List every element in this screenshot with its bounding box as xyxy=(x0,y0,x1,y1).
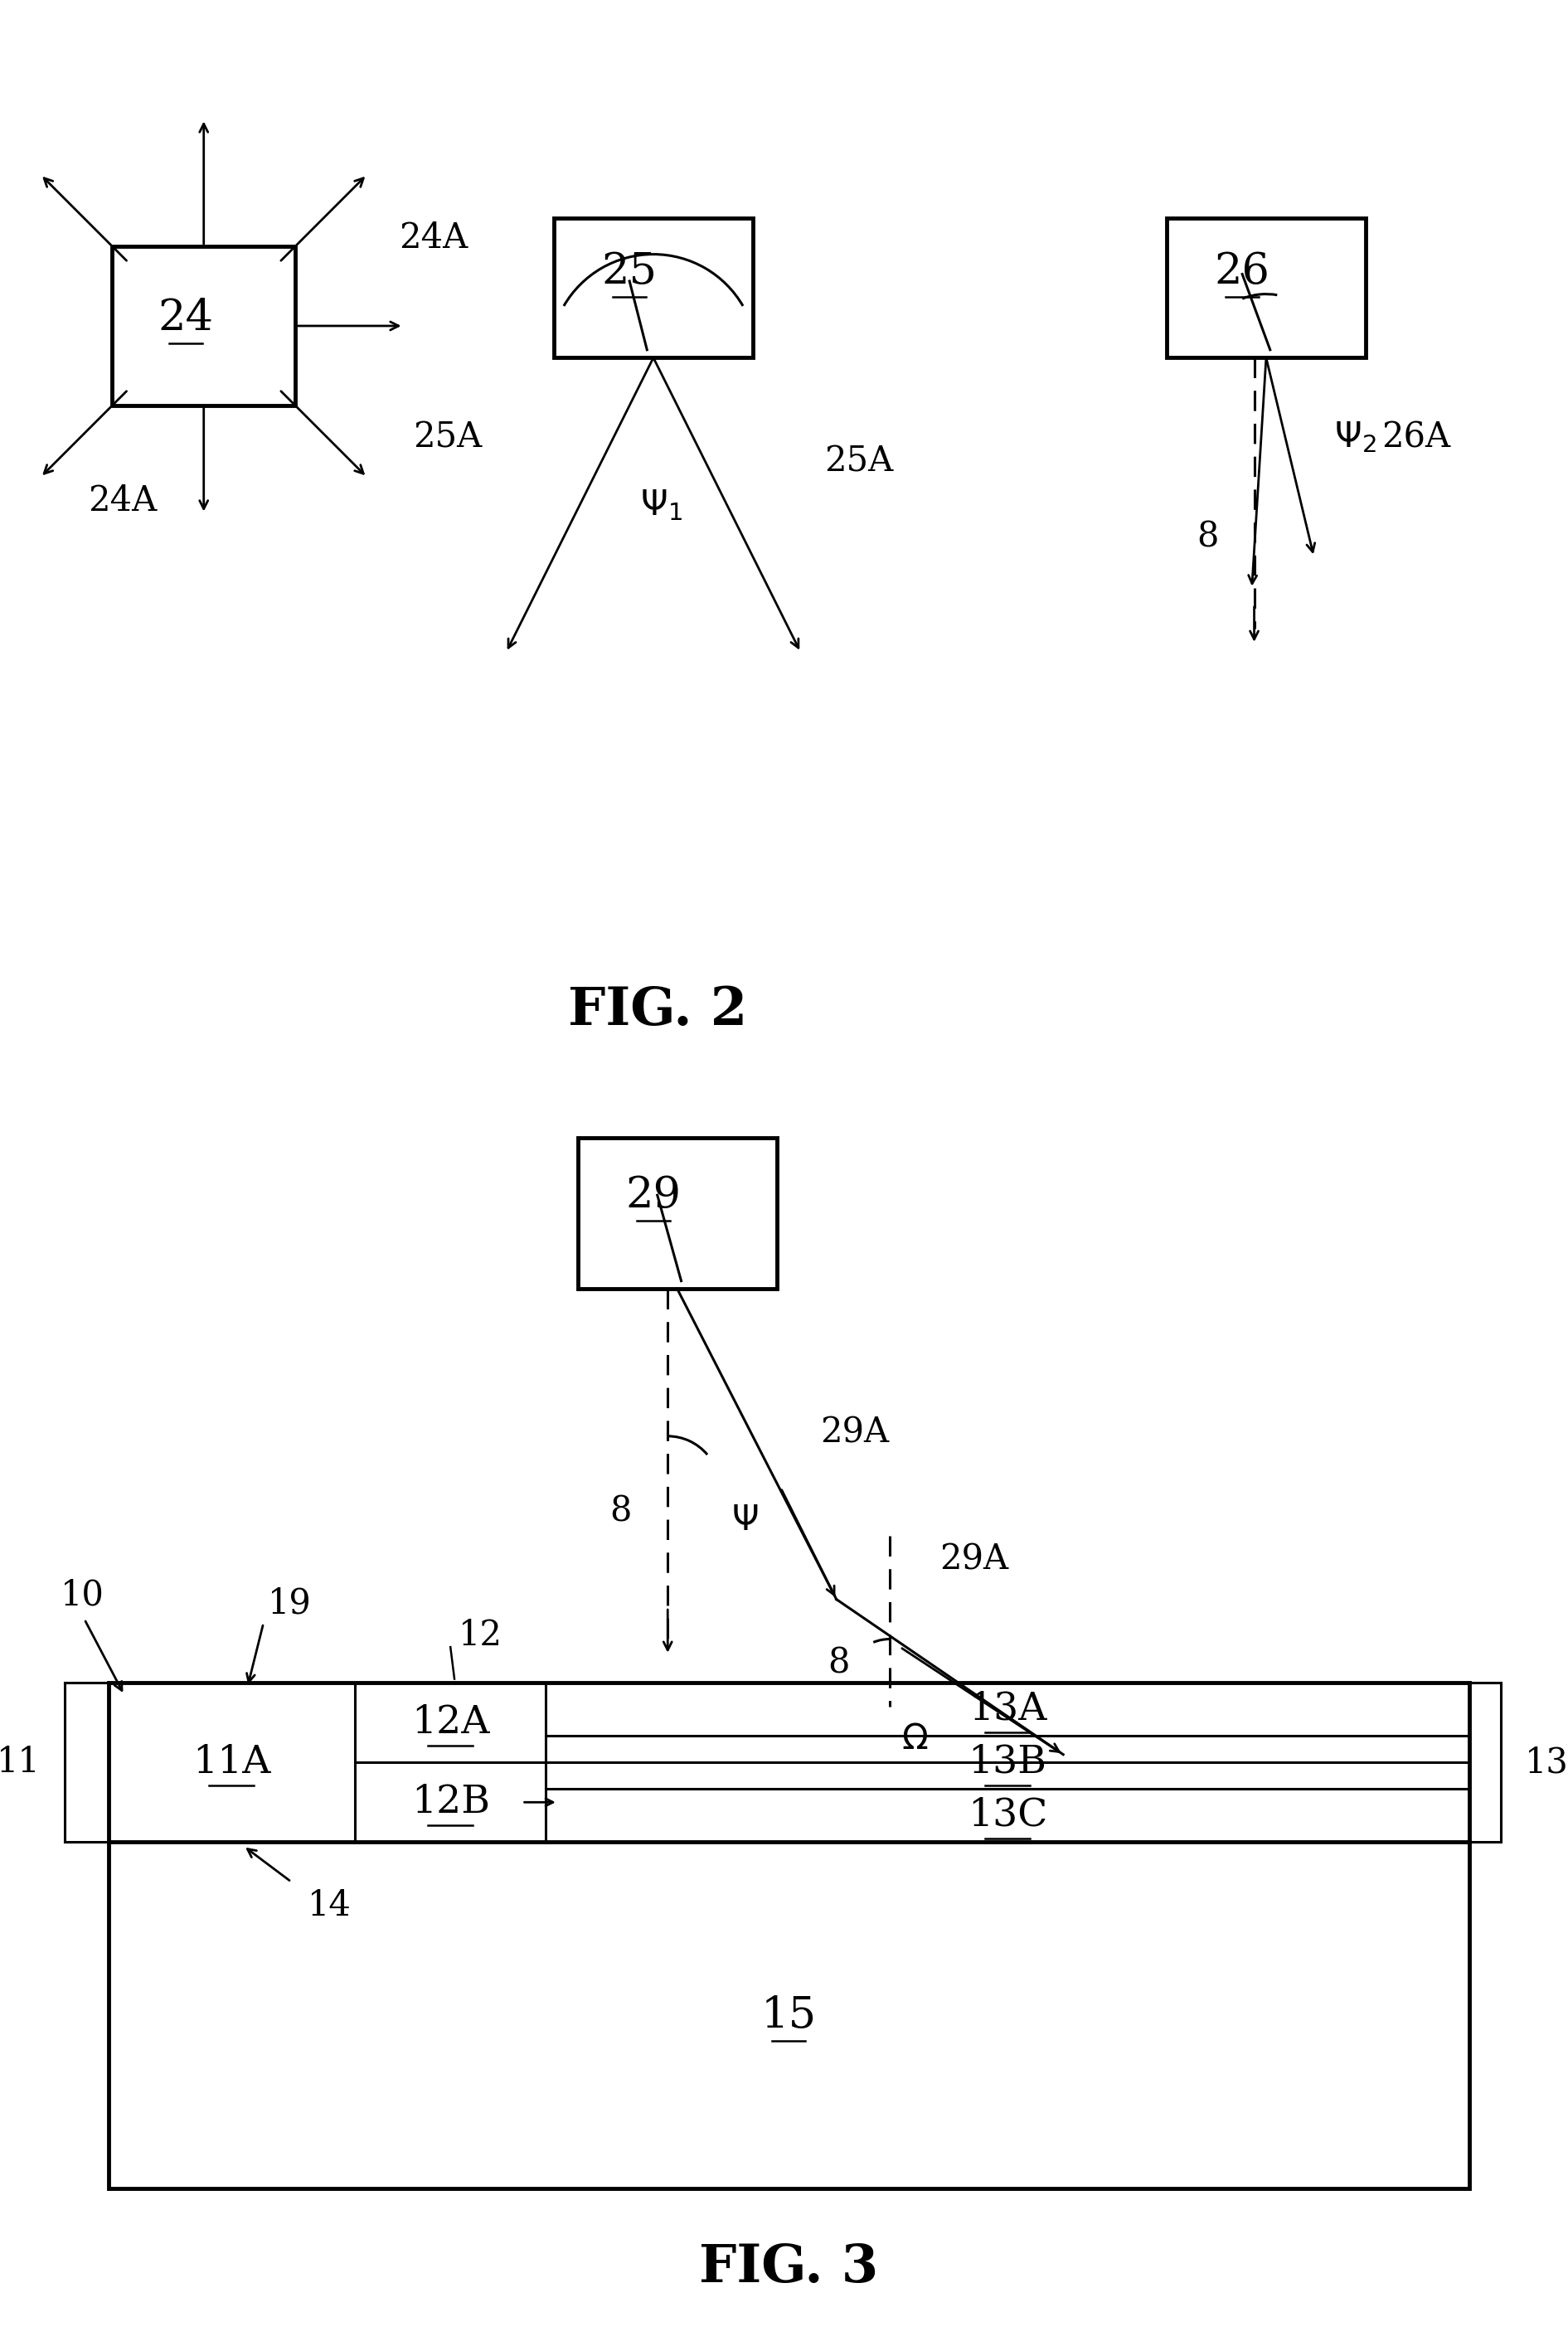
Text: 25: 25 xyxy=(602,249,657,292)
Text: 29A: 29A xyxy=(820,1415,889,1451)
Text: 8: 8 xyxy=(610,1495,632,1528)
Text: 11A: 11A xyxy=(193,1744,271,1782)
Bar xyxy=(1167,219,1366,357)
Text: 13: 13 xyxy=(1524,1744,1568,1780)
Text: 24: 24 xyxy=(158,296,213,339)
Text: 14: 14 xyxy=(307,1888,351,1923)
Text: 24A: 24A xyxy=(398,221,467,256)
Bar xyxy=(577,1138,776,1288)
Text: 10: 10 xyxy=(61,1578,105,1613)
Text: 26: 26 xyxy=(1215,249,1270,292)
Text: $\Psi_2$: $\Psi_2$ xyxy=(1334,421,1375,454)
Text: 26A: 26A xyxy=(1381,421,1450,454)
Text: FIG. 2: FIG. 2 xyxy=(568,985,746,1037)
Bar xyxy=(554,219,753,357)
Text: $\Omega$: $\Omega$ xyxy=(902,1721,928,1756)
Bar xyxy=(113,247,295,404)
Text: 12: 12 xyxy=(458,1617,502,1653)
Text: 24A: 24A xyxy=(88,484,157,520)
Text: 29A: 29A xyxy=(939,1542,1008,1578)
Text: $\Psi_1$: $\Psi_1$ xyxy=(640,487,682,522)
Text: 13C: 13C xyxy=(967,1796,1047,1834)
Text: 15: 15 xyxy=(760,1994,817,2036)
Text: 8: 8 xyxy=(828,1646,850,1681)
Text: 8: 8 xyxy=(1196,520,1218,555)
Bar xyxy=(108,1683,1469,2189)
Text: 11: 11 xyxy=(0,1744,41,1780)
Text: 13A: 13A xyxy=(969,1690,1046,1728)
Text: FIG. 3: FIG. 3 xyxy=(699,2243,878,2292)
Text: 29: 29 xyxy=(626,1173,681,1215)
Text: 25A: 25A xyxy=(825,444,894,480)
Text: 13B: 13B xyxy=(967,1744,1047,1782)
Text: $\Psi$: $\Psi$ xyxy=(731,1502,759,1538)
Text: 25A: 25A xyxy=(414,421,483,454)
Text: 12B: 12B xyxy=(411,1784,489,1822)
Text: 12A: 12A xyxy=(411,1704,489,1742)
Text: 19: 19 xyxy=(268,1587,310,1620)
